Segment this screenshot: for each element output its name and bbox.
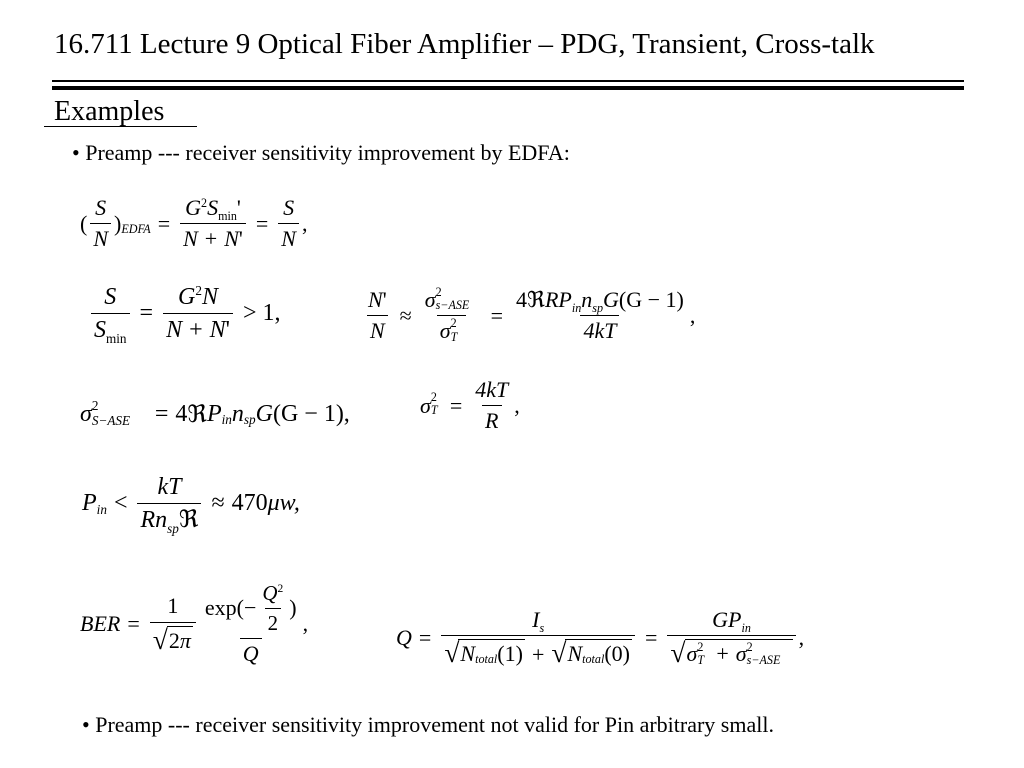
equation-snr-edfa: ( S N ) EDFA = G2Smin' N + N' = S N ,: [80, 195, 308, 252]
equation-ber: BER = 1 √ 2 π exp(− Q2 2) Q ,: [80, 581, 309, 666]
equation-sensitivity-ratio: S Smin = G2N N + N' > 1,: [88, 283, 288, 346]
title-rule-thick: [52, 86, 964, 90]
paren-open: (: [80, 210, 88, 236]
fraction-4kt-over-r: 4kT R: [475, 377, 509, 434]
paren-close: ): [114, 210, 122, 236]
fraction-kt-over-rnsp: kT Rnspℜ: [137, 474, 202, 536]
fraction-g2n: G2N N + N': [163, 283, 233, 344]
section-heading: Examples: [54, 96, 165, 127]
fraction-exp-over-q: exp(− Q2 2) Q: [204, 581, 297, 666]
slide-title: 16.711 Lecture 9 Optical Fiber Amplifier…: [54, 28, 875, 60]
fraction-gain-smin: G2Smin' N + N': [180, 195, 246, 251]
fraction-s-over-n: S N: [90, 195, 112, 251]
fraction-nprime-over-n: N' N: [366, 287, 388, 344]
heading-underline: [44, 126, 197, 127]
fraction-s-over-n-rhs: S N: [278, 195, 299, 251]
fraction-one-over-sqrt-2pi: 1 √ 2 π: [149, 594, 196, 653]
fraction-gpin-over-sigma: GPin √ σ 2 T + σ 2 s−ASE: [667, 607, 796, 667]
fraction-s-over-smin: S Smin: [91, 284, 130, 346]
bullet-preamp-not-valid: • Preamp --- receiver sensitivity improv…: [82, 712, 774, 737]
bullet-preamp-edfa: • Preamp --- receiver sensitivity improv…: [72, 140, 570, 165]
fraction-ase-over-thermal: 4ℜRPinnspG(G − 1) 4kT: [516, 287, 684, 344]
title-rule-thin: [52, 80, 964, 82]
